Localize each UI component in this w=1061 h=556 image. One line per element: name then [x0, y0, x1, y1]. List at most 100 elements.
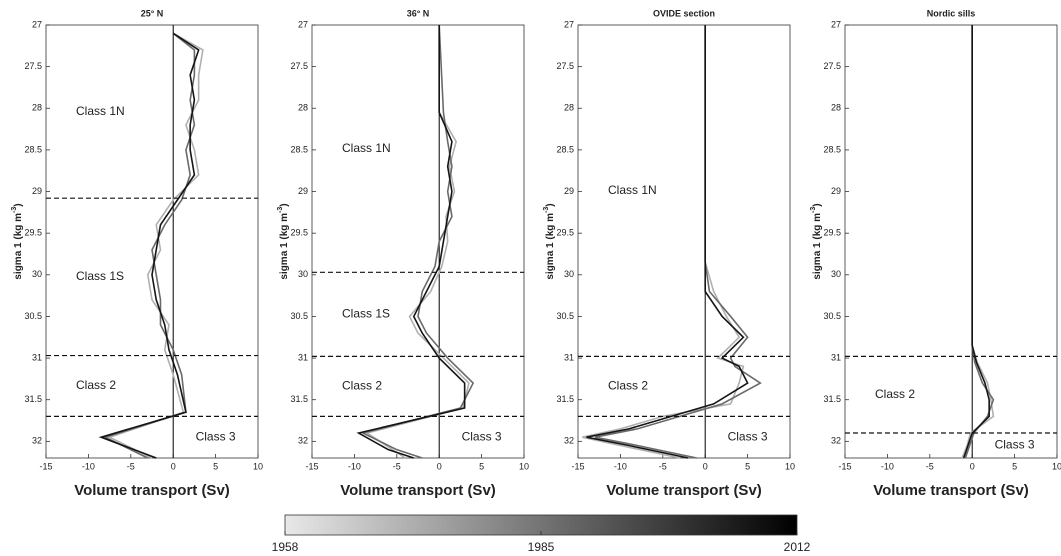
- y-tick-label: 30.5: [556, 311, 574, 321]
- x-tick-label: -5: [926, 461, 934, 471]
- class-label: Class 1N: [608, 183, 657, 197]
- y-tick-label: 31.5: [823, 394, 841, 404]
- class-label: Class 1S: [342, 307, 390, 321]
- y-tick-label: 27.5: [823, 61, 841, 71]
- class-label: Class 2: [875, 387, 915, 401]
- profile-line: [586, 25, 749, 459]
- profile-line: [365, 25, 470, 459]
- y-tick-label: 30: [564, 269, 574, 279]
- y-tick-label: 29: [564, 186, 574, 196]
- y-tick-label: 28: [298, 103, 308, 113]
- y-tick-label: 28.5: [823, 144, 841, 154]
- y-label-sup: -3: [543, 207, 550, 213]
- x-tick-label: 0: [970, 461, 975, 471]
- y-tick-label: 29: [831, 186, 841, 196]
- y-label-main: sigma 1 (kg m: [545, 213, 556, 280]
- profile-line: [964, 25, 995, 459]
- y-axis-label: sigma 1 (kg m-3): [11, 203, 24, 279]
- profile-line: [103, 32, 196, 459]
- colorbar-label: 1985: [528, 540, 555, 554]
- x-tick-label: 10: [253, 461, 263, 471]
- y-tick-label: 30.5: [290, 311, 308, 321]
- y-axis-label: sigma 1 (kg m-3): [810, 203, 823, 279]
- x-tick-label: 10: [519, 461, 529, 471]
- profile-line: [98, 32, 200, 459]
- y-label-end: ): [13, 203, 24, 206]
- x-tick-label: -5: [127, 461, 135, 471]
- x-tick-label: 5: [745, 461, 750, 471]
- y-label-end: ): [812, 203, 823, 206]
- y-tick-label: 31.5: [24, 394, 42, 404]
- profile-line: [962, 25, 990, 459]
- panel-title: OVIDE section: [653, 8, 715, 18]
- x-tick-label: 0: [703, 461, 708, 471]
- class-label: Class 2: [342, 379, 382, 393]
- x-axis-label: Volume transport (Sv): [873, 482, 1029, 499]
- y-tick-label: 31: [564, 352, 574, 362]
- y-tick-label: 29: [32, 186, 42, 196]
- profile-line: [360, 24, 475, 459]
- y-tick-label: 27: [32, 19, 42, 29]
- x-tick-label: -10: [614, 461, 627, 471]
- y-tick-label: 27: [298, 19, 308, 29]
- class-label: Class 3: [196, 429, 236, 443]
- y-tick-label: 28.5: [290, 144, 308, 154]
- plot-frame: [577, 24, 791, 459]
- x-tick-label: 10: [1052, 461, 1061, 471]
- y-label-end: ): [279, 203, 290, 206]
- x-axis-label: Volume transport (Sv): [74, 482, 230, 499]
- y-tick-label: 30.5: [823, 311, 841, 321]
- panel-title: 36° N: [407, 8, 430, 18]
- colorbar-label: 1958: [272, 540, 299, 554]
- plot-frame: [844, 24, 1058, 459]
- class-label: Class 2: [608, 379, 648, 393]
- y-axis-label: sigma 1 (kg m-3): [543, 203, 556, 279]
- y-tick-label: 31: [32, 352, 42, 362]
- x-tick-label: -10: [881, 461, 894, 471]
- y-tick-label: 28.5: [24, 144, 42, 154]
- y-tick-label: 32: [298, 436, 308, 446]
- class-label: Class 1S: [76, 269, 124, 283]
- x-tick-label: -5: [659, 461, 667, 471]
- y-tick-label: 30: [831, 269, 841, 279]
- y-label-main: sigma 1 (kg m: [812, 213, 823, 280]
- y-tick-label: 28: [32, 103, 42, 113]
- y-tick-label: 29: [298, 186, 308, 196]
- y-label-main: sigma 1 (kg m: [279, 213, 290, 280]
- y-tick-label: 30: [298, 269, 308, 279]
- x-tick-label: -15: [838, 461, 851, 471]
- y-label-end: ): [545, 203, 556, 206]
- y-label-main: sigma 1 (kg m: [13, 213, 24, 280]
- x-tick-label: 0: [437, 461, 442, 471]
- x-tick-label: 5: [1012, 461, 1017, 471]
- y-tick-label: 29.5: [556, 228, 574, 238]
- x-tick-label: -10: [82, 461, 95, 471]
- class-label: Class 3: [728, 429, 768, 443]
- y-tick-label: 30: [32, 269, 42, 279]
- panel-title: 25° N: [141, 8, 164, 18]
- x-tick-label: -15: [571, 461, 584, 471]
- y-tick-label: 29.5: [823, 228, 841, 238]
- x-tick-label: -10: [348, 461, 361, 471]
- y-tick-label: 27.5: [556, 61, 574, 71]
- y-axis-label: sigma 1 (kg m-3): [277, 203, 290, 279]
- y-tick-label: 27.5: [290, 61, 308, 71]
- x-tick-label: 0: [171, 461, 176, 471]
- x-tick-label: -15: [39, 461, 52, 471]
- plot-frame: [45, 24, 259, 459]
- y-tick-label: 28.5: [556, 144, 574, 154]
- x-tick-label: 5: [479, 461, 484, 471]
- y-tick-label: 32: [831, 436, 841, 446]
- y-label-sup: -3: [11, 207, 18, 213]
- y-tick-label: 31.5: [290, 394, 308, 404]
- class-label: Class 3: [462, 429, 502, 443]
- colorbar-label: 2012: [784, 540, 811, 554]
- y-tick-label: 32: [32, 436, 42, 446]
- x-tick-label: 5: [213, 461, 218, 471]
- y-label-sup: -3: [810, 207, 817, 213]
- profile-line: [356, 25, 466, 459]
- plot-frame: [311, 24, 525, 459]
- y-tick-label: 27: [564, 19, 574, 29]
- y-tick-label: 27: [831, 19, 841, 29]
